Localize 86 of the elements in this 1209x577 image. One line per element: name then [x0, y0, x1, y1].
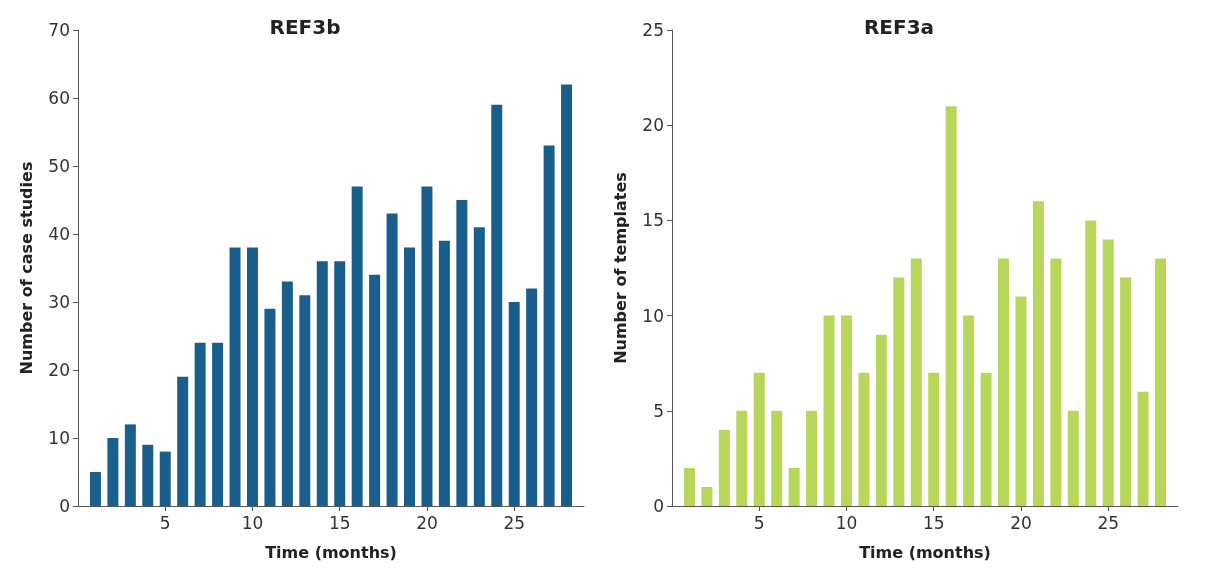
bar	[980, 372, 992, 506]
bar	[806, 410, 818, 506]
x-tick-label: 20	[1010, 512, 1032, 533]
bar	[736, 410, 748, 506]
x-axis-title: Time (months)	[265, 542, 397, 562]
bar	[281, 281, 293, 506]
x-tick-label: 15	[328, 512, 351, 533]
bar	[893, 277, 905, 506]
y-tick-label: 20	[642, 115, 664, 136]
bar	[823, 315, 835, 506]
bar	[543, 145, 555, 506]
bar	[998, 258, 1010, 506]
y-tick-label: 0	[59, 496, 70, 516]
y-tick-label: 10	[48, 428, 70, 448]
bar	[456, 200, 468, 506]
x-tick-label: 25	[503, 512, 526, 533]
y-axis-title: Number of templates	[610, 172, 630, 364]
bar	[928, 372, 940, 506]
x-tick-label: 5	[753, 512, 765, 533]
x-tick-label: 20	[416, 512, 438, 533]
y-tick-label: 5	[653, 400, 664, 421]
chart-title: REF3a	[863, 15, 935, 39]
y-tick-label: 50	[48, 156, 70, 176]
y-tick-label: 10	[642, 305, 664, 326]
bar	[718, 429, 730, 506]
bar	[124, 424, 136, 506]
x-tick-label: 5	[159, 512, 171, 533]
chart-title: REF3b	[269, 15, 341, 39]
y-tick-label: 70	[48, 20, 70, 40]
bar	[1050, 258, 1062, 506]
bar	[421, 186, 433, 506]
bar	[561, 84, 573, 506]
bar	[386, 213, 398, 506]
bar	[107, 438, 119, 506]
bar	[438, 240, 450, 506]
bar	[334, 261, 346, 506]
bar	[508, 302, 520, 506]
bar	[526, 288, 538, 506]
bar	[1155, 258, 1167, 506]
bar	[1137, 391, 1149, 506]
bar	[840, 315, 852, 506]
bar	[229, 247, 241, 506]
bar	[1067, 410, 1079, 506]
bar	[212, 342, 224, 506]
bar	[701, 486, 713, 506]
x-tick-label: 25	[1097, 512, 1120, 533]
bar	[473, 227, 485, 506]
bar	[683, 467, 695, 506]
bar	[316, 261, 328, 506]
bar	[788, 467, 800, 506]
bar	[963, 315, 975, 506]
bar	[1015, 296, 1027, 506]
bar	[194, 342, 206, 506]
y-tick-label: 15	[642, 210, 664, 231]
bar	[771, 410, 783, 506]
bar	[142, 444, 154, 506]
bar	[1085, 220, 1097, 506]
bar	[753, 372, 765, 506]
y-tick-label: 25	[642, 20, 664, 40]
bar	[1102, 239, 1114, 506]
y-tick-label: 60	[48, 88, 70, 108]
y-tick-label: 0	[653, 496, 664, 516]
y-axis-title: Number of case studies	[16, 161, 36, 375]
bar	[369, 274, 381, 506]
x-tick-label: 10	[241, 512, 264, 533]
y-tick-label: 30	[48, 292, 70, 312]
x-tick-label: 10	[835, 512, 858, 533]
bar	[159, 451, 171, 506]
bar	[1120, 277, 1132, 506]
bar	[89, 472, 101, 506]
bar	[351, 186, 363, 506]
y-tick-label: 20	[48, 360, 70, 380]
bar	[875, 334, 887, 506]
bar	[858, 372, 870, 506]
bar	[177, 376, 189, 506]
bar	[910, 258, 922, 506]
x-axis-title: Time (months)	[859, 542, 991, 562]
y-tick-label: 40	[48, 224, 70, 244]
bar	[299, 295, 311, 506]
bar	[491, 104, 503, 506]
bar	[404, 247, 416, 506]
x-tick-label: 15	[922, 512, 945, 533]
bar	[1032, 201, 1044, 506]
bar	[246, 247, 258, 506]
bar	[945, 106, 957, 506]
bar	[264, 308, 276, 506]
